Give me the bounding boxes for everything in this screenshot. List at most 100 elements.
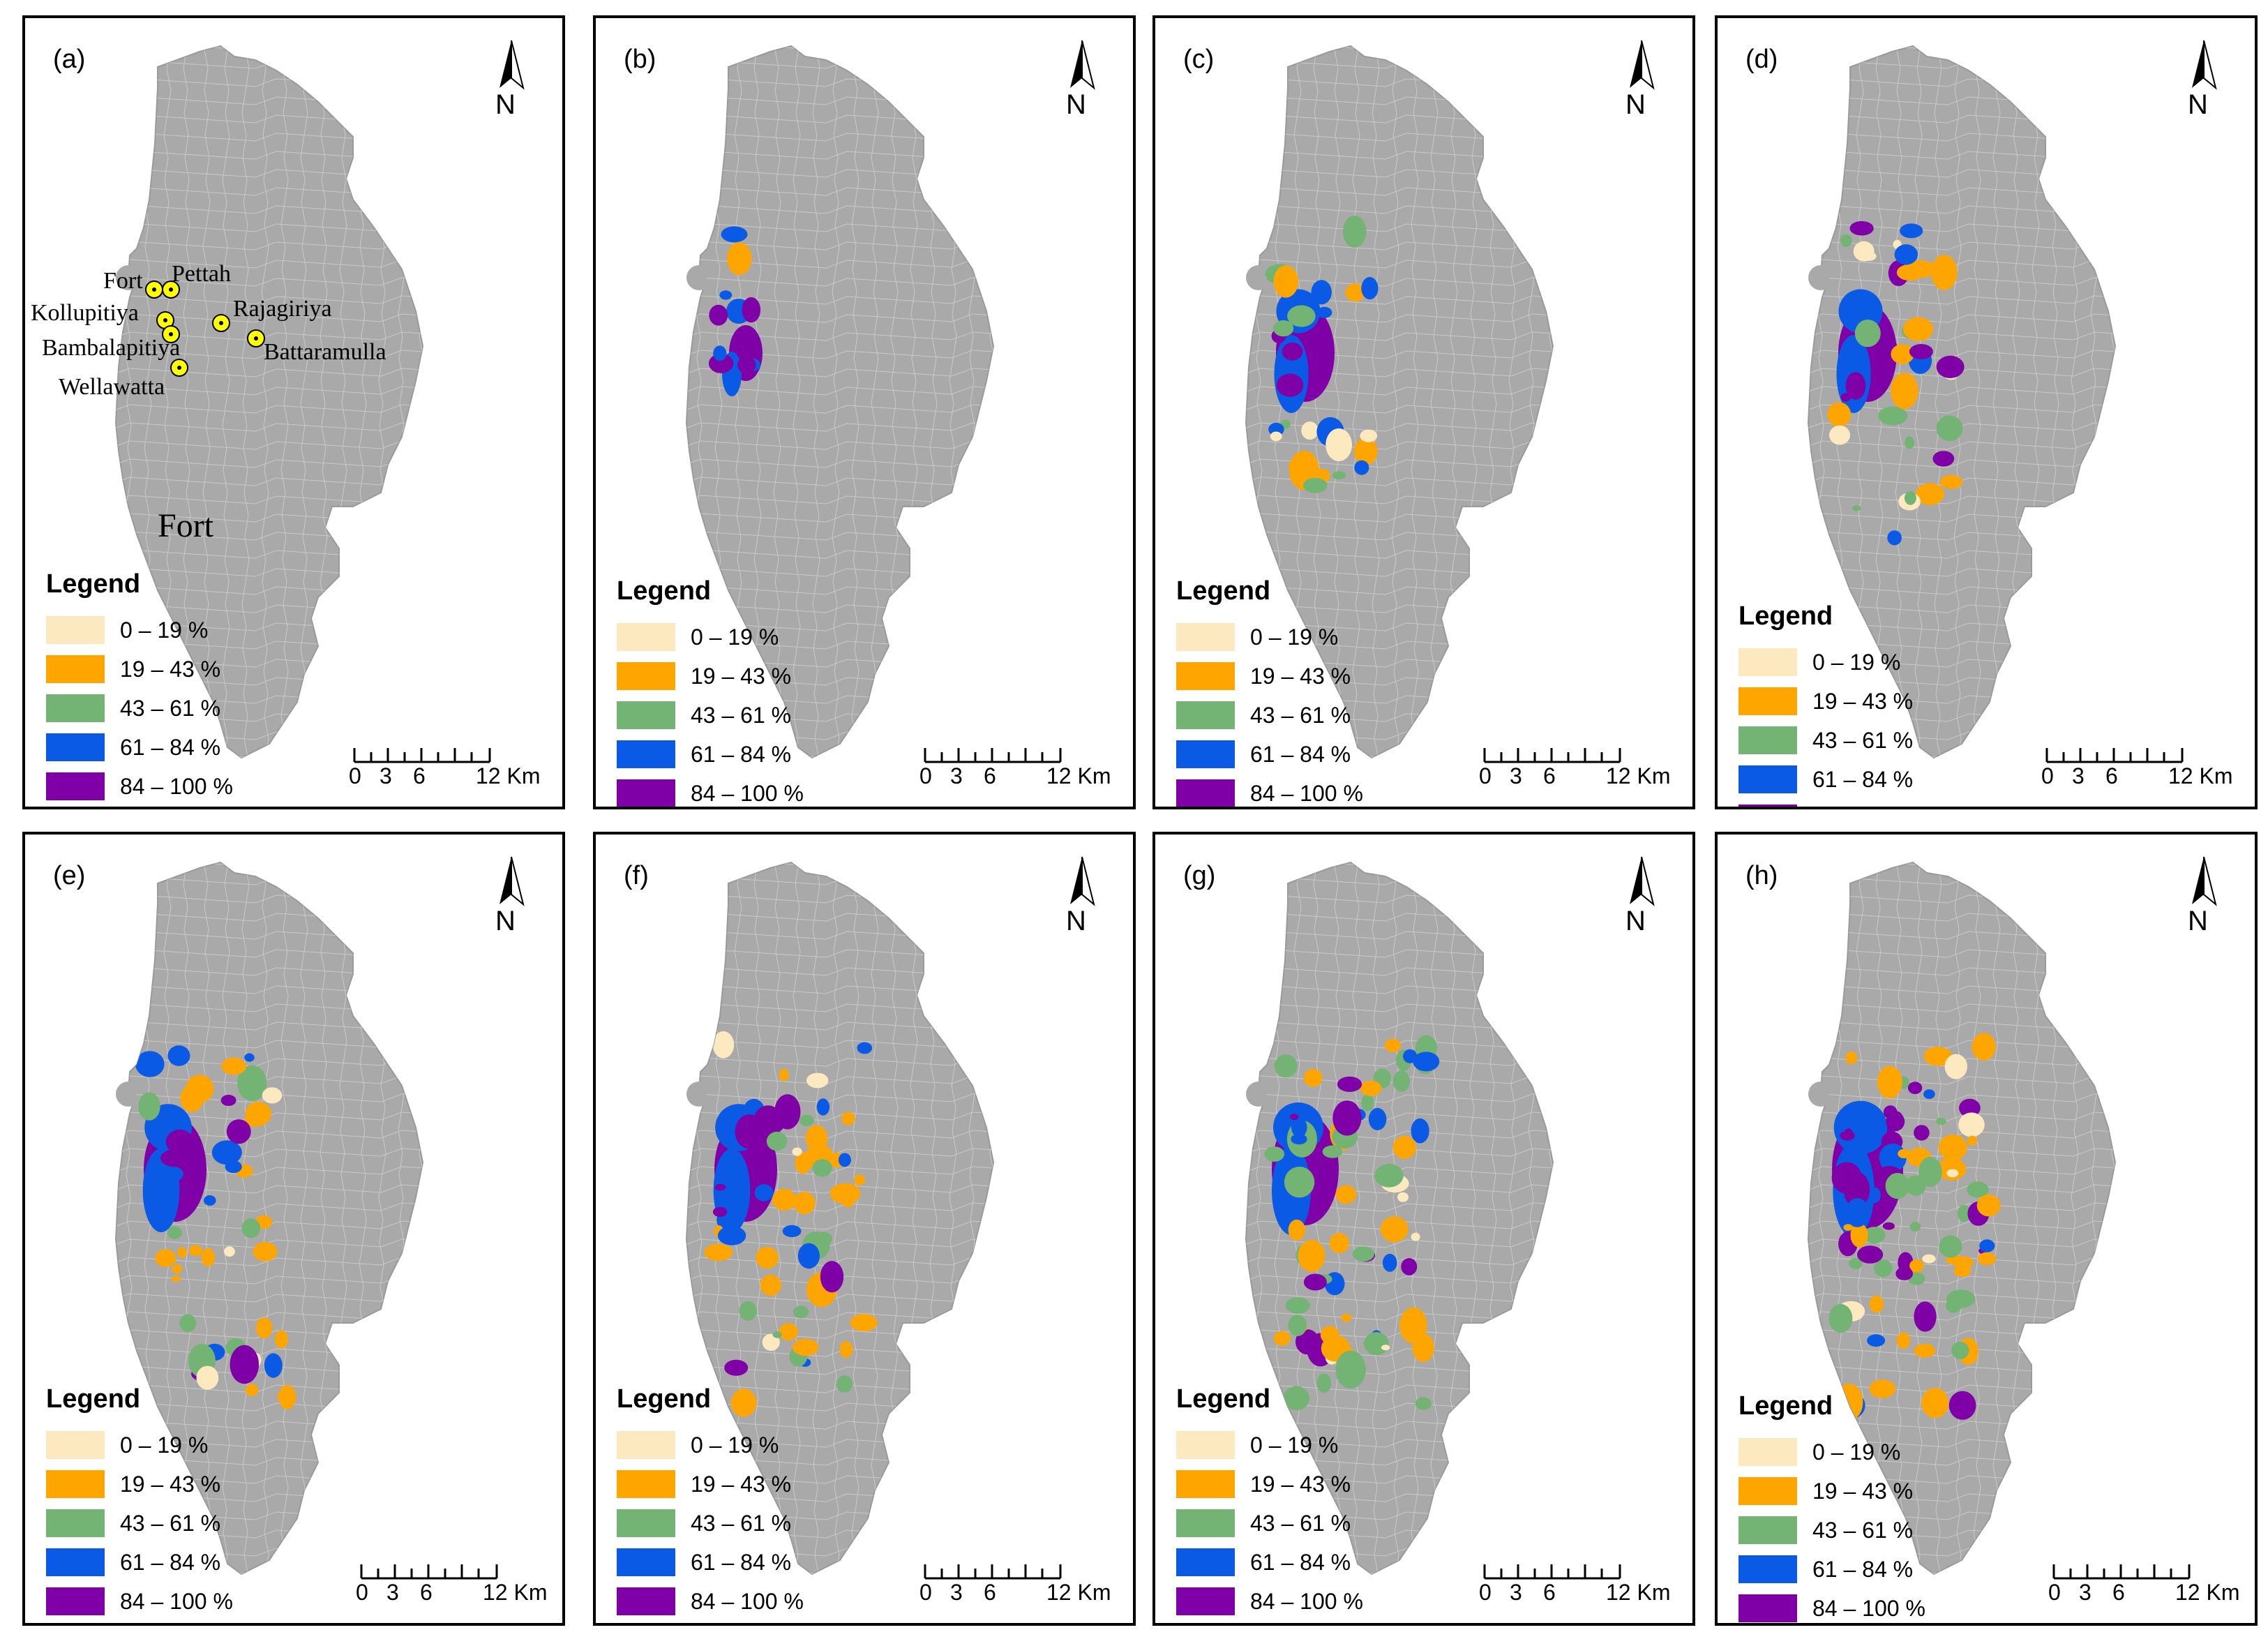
hotspot-patch: [779, 1323, 798, 1341]
hotspot-patch: [1869, 1187, 1881, 1204]
hotspot-patch: [854, 1174, 866, 1185]
hotspot-patch: [792, 1147, 802, 1156]
legend-label: 84 – 100 %: [1812, 1595, 1925, 1621]
hotspot-patch: [225, 1160, 242, 1174]
hotspot-patch: [1844, 1128, 1853, 1140]
hotspot-patch: [155, 1249, 177, 1267]
hotspot-patch: [742, 297, 761, 323]
legend-swatch: [617, 1587, 675, 1615]
north-arrow-icon: N: [2179, 855, 2228, 939]
scale-bar: 0 3 6 12 Km: [919, 744, 1111, 791]
hotspot-patch: [1972, 1033, 1996, 1061]
district-map: [685, 45, 995, 759]
legend-label: 43 – 61 %: [1812, 727, 1914, 753]
hotspot-patch: [793, 1192, 816, 1215]
hotspot-patch: [716, 1114, 740, 1131]
legend-swatch: [46, 1509, 105, 1537]
hotspot-patch: [772, 1188, 796, 1211]
legend-label: 84 – 100 %: [691, 1588, 804, 1614]
scale-bar-ticks: [2052, 1564, 2191, 1580]
hotspot-patch: [754, 1184, 774, 1202]
panel-label: (d): [1745, 45, 1778, 74]
north-label: N: [495, 906, 516, 936]
scale-tick-label: 12 Km: [2168, 763, 2233, 788]
hotspot-patch: [172, 1264, 182, 1274]
scale-bar: 0 3 6 12 Km: [919, 1560, 1111, 1608]
hotspot-patch: [1936, 415, 1963, 442]
scale-tick-label: 0: [1479, 1580, 1492, 1605]
legend-item: 61 – 84 %: [1176, 735, 1363, 774]
scale-tick-label: 12 Km: [476, 763, 541, 788]
legend-item: 84 – 100 %: [1738, 1589, 1925, 1623]
hotspot-patch: [264, 1353, 283, 1378]
north-label: N: [2188, 89, 2208, 120]
hotspot-patch: [735, 1114, 765, 1149]
scale-bar-ticks: [1483, 1564, 1621, 1580]
legend-item: 84 – 100 %: [1176, 774, 1363, 807]
legend-item: 0 – 19 %: [617, 618, 804, 657]
legend-item: 43 – 61 %: [1176, 1504, 1363, 1543]
hotspot-patch: [857, 1042, 873, 1054]
scale-tick-label: 6: [984, 763, 996, 788]
hotspot-patch: [850, 1314, 878, 1331]
harbour-area: [116, 1082, 141, 1107]
legend-item: 61 – 84 %: [1176, 1543, 1363, 1582]
hotspot-patches: [1827, 220, 1965, 546]
north-arrow-shape: [1070, 40, 1095, 90]
legend-label: 0 – 19 %: [120, 617, 209, 643]
hotspot-patch: [1840, 234, 1852, 247]
hotspot-patch: [1380, 1216, 1409, 1243]
legend-swatch: [1738, 687, 1797, 715]
hotspot-patch: [1894, 244, 1918, 265]
hotspot-patch: [1914, 1125, 1930, 1141]
legend-label: 43 – 61 %: [120, 1510, 221, 1536]
hotspot-patch: [1413, 1052, 1440, 1072]
north-label: N: [1066, 906, 1086, 936]
hotspot-patch: [1938, 1135, 1967, 1160]
hotspot-patch: [1276, 373, 1304, 397]
marker-battaramulla: [247, 329, 265, 347]
hotspot-patch: [255, 1317, 273, 1339]
hotspot-patch: [1930, 255, 1958, 290]
hotspot-patch: [1415, 1335, 1427, 1343]
hotspot-patch: [1967, 1135, 1978, 1146]
legend-swatch: [1738, 1555, 1797, 1583]
hotspot-patch: [1284, 1167, 1315, 1198]
hotspot-patch: [1939, 1235, 1962, 1258]
hotspot-patch: [1869, 1295, 1884, 1313]
hotspot-patch: [1905, 436, 1914, 449]
scale-tick-label: 3: [2072, 763, 2085, 788]
legend-item: 84 – 100 %: [46, 767, 233, 806]
hotspot-patch: [713, 345, 727, 361]
map-panel-h: (h) N Legend 0 – 19 % 19 – 43 % 43 – 61 % 61…: [1715, 832, 2258, 1626]
hotspot-patch: [782, 1225, 802, 1237]
hotspot-patch: [171, 1275, 181, 1282]
legend-label: 19 – 43 %: [1812, 688, 1914, 714]
legend-label: 19 – 43 %: [1812, 1478, 1914, 1504]
hotspot-patch: [1382, 1253, 1397, 1272]
hotspot-patch: [704, 1243, 733, 1261]
legend-item: 0 – 19 %: [1738, 1432, 1925, 1472]
district-map: [1245, 861, 1554, 1576]
scale-labels: 0 3 6 12 Km: [349, 763, 540, 791]
hotspot-patch: [772, 1331, 782, 1338]
hotspot-patch: [717, 1225, 746, 1245]
hotspot-patch: [167, 1045, 190, 1066]
legend-swatch: [1176, 740, 1235, 768]
legend-label: 0 – 19 %: [691, 624, 779, 650]
hotspot-patch: [1325, 428, 1352, 461]
hotspot-patch: [1273, 1331, 1291, 1346]
legend-swatch: [1738, 1477, 1797, 1505]
north-arrow-shape: [500, 40, 525, 90]
legend-swatch: [617, 1470, 675, 1498]
hotspot-patch: [167, 1226, 182, 1239]
legend-swatch: [1176, 1431, 1235, 1459]
legend-title: Legend: [1738, 1391, 1833, 1421]
hotspot-patch: [1957, 1204, 1972, 1222]
legend-label: 0 – 19 %: [1250, 624, 1339, 650]
hotspot-patch: [721, 226, 748, 243]
hotspot-patch: [1900, 223, 1923, 239]
hotspot-patch: [1843, 1224, 1853, 1231]
hotspot-patch: [812, 1159, 832, 1177]
north-arrow-shape: [1070, 856, 1095, 906]
